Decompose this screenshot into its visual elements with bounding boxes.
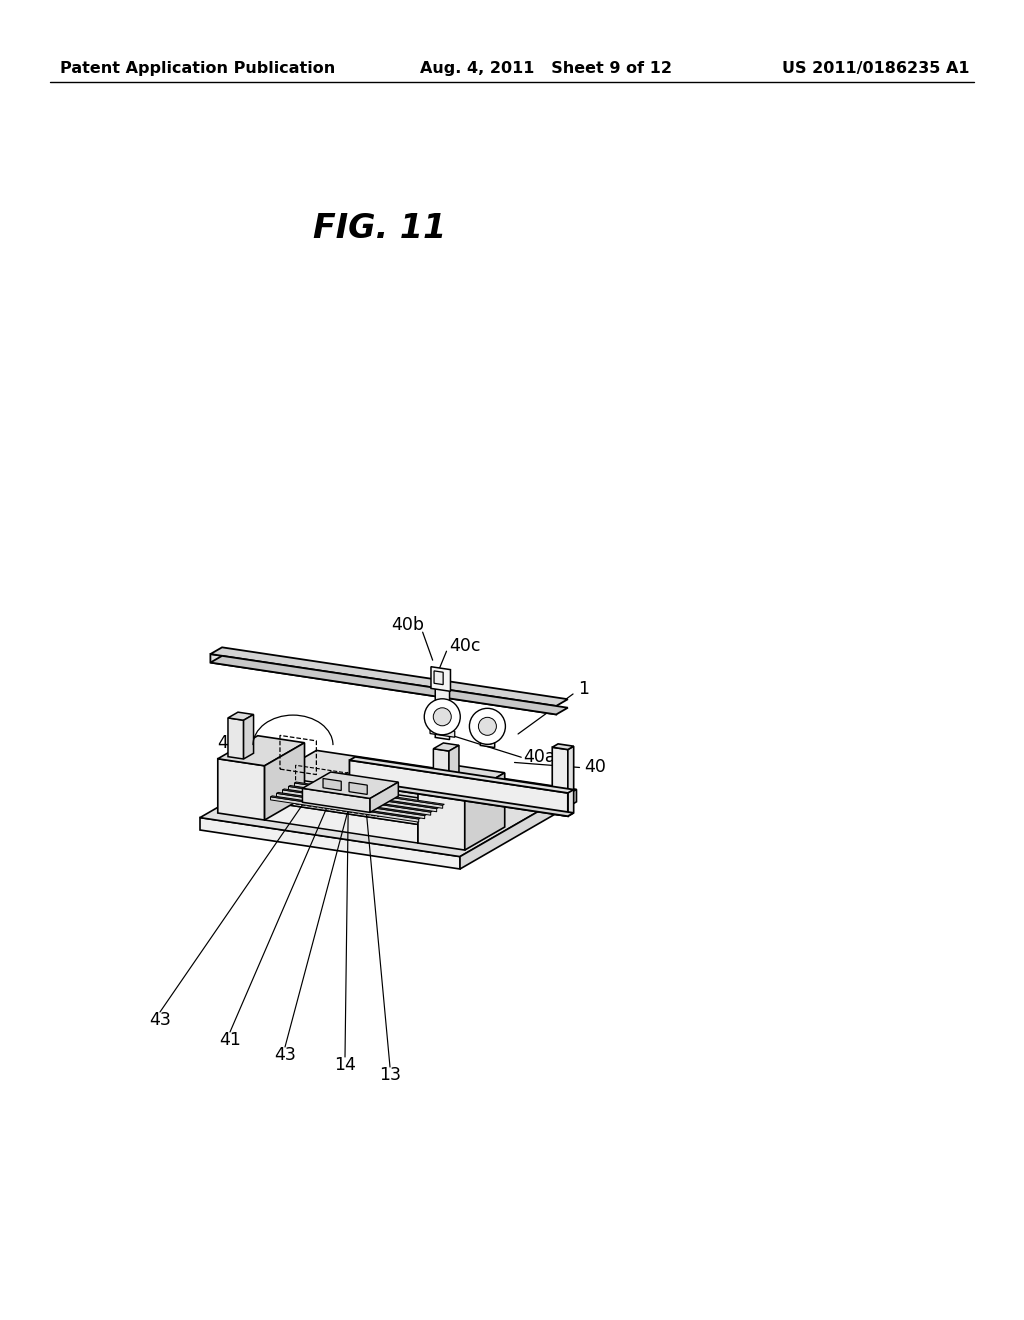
Polygon shape	[418, 804, 455, 843]
Polygon shape	[480, 714, 495, 747]
Polygon shape	[349, 760, 568, 816]
Polygon shape	[302, 772, 398, 799]
Polygon shape	[200, 817, 460, 869]
Polygon shape	[228, 713, 254, 721]
Text: 40a: 40a	[523, 748, 556, 766]
Polygon shape	[349, 780, 573, 816]
Circle shape	[424, 698, 460, 735]
Polygon shape	[276, 792, 426, 816]
Text: 41: 41	[219, 1031, 241, 1049]
Text: 40b: 40b	[391, 616, 424, 634]
Polygon shape	[295, 781, 444, 805]
Polygon shape	[552, 744, 573, 750]
Polygon shape	[434, 671, 443, 685]
Polygon shape	[370, 783, 398, 812]
Text: 43: 43	[150, 1011, 171, 1030]
Polygon shape	[349, 756, 573, 793]
Polygon shape	[283, 789, 432, 812]
Polygon shape	[210, 653, 556, 714]
Polygon shape	[433, 743, 459, 751]
Polygon shape	[568, 746, 573, 816]
Polygon shape	[264, 780, 455, 825]
Polygon shape	[465, 772, 505, 850]
Text: 40: 40	[585, 759, 606, 776]
Polygon shape	[418, 789, 465, 850]
Polygon shape	[289, 787, 436, 812]
Text: 42: 42	[217, 734, 240, 752]
Circle shape	[433, 708, 452, 726]
Text: Aug. 4, 2011   Sheet 9 of 12: Aug. 4, 2011 Sheet 9 of 12	[420, 61, 672, 75]
Polygon shape	[552, 747, 568, 816]
Polygon shape	[218, 735, 304, 766]
Text: 14: 14	[334, 1056, 356, 1074]
Text: 13: 13	[379, 1067, 401, 1084]
Text: FIG. 11: FIG. 11	[313, 211, 446, 244]
Polygon shape	[270, 797, 419, 822]
Polygon shape	[418, 766, 505, 796]
Polygon shape	[270, 796, 421, 818]
Text: 43: 43	[274, 1045, 296, 1064]
Polygon shape	[430, 727, 455, 738]
Polygon shape	[200, 750, 577, 857]
Polygon shape	[431, 667, 451, 692]
Polygon shape	[460, 789, 577, 869]
Polygon shape	[264, 801, 418, 843]
Polygon shape	[228, 718, 244, 759]
Polygon shape	[283, 789, 431, 816]
Polygon shape	[433, 748, 449, 789]
Polygon shape	[244, 714, 254, 759]
Text: US 2011/0186235 A1: US 2011/0186235 A1	[782, 61, 970, 75]
Polygon shape	[302, 788, 370, 812]
Polygon shape	[295, 783, 442, 808]
Text: Patent Application Publication: Patent Application Publication	[60, 61, 335, 75]
Text: 1: 1	[578, 680, 589, 698]
Polygon shape	[210, 656, 568, 714]
Circle shape	[478, 717, 497, 735]
Polygon shape	[276, 793, 425, 818]
Circle shape	[469, 709, 506, 744]
Polygon shape	[289, 785, 438, 809]
Polygon shape	[435, 676, 450, 739]
Polygon shape	[449, 746, 459, 789]
Polygon shape	[218, 759, 264, 820]
Text: 2: 2	[237, 733, 248, 751]
Polygon shape	[349, 783, 368, 795]
Polygon shape	[323, 779, 341, 791]
Text: 40c: 40c	[450, 638, 481, 655]
Polygon shape	[210, 647, 568, 706]
Polygon shape	[264, 743, 304, 820]
